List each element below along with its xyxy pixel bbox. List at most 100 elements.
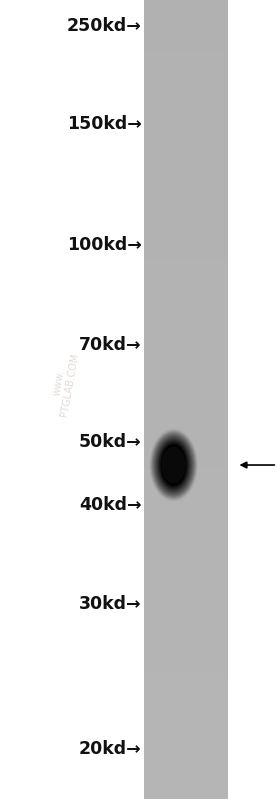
Bar (144, 240, 228, 249)
Bar (144, 519, 228, 529)
Text: www.
PTGLAB.COM: www. PTGLAB.COM (48, 350, 81, 417)
Bar (144, 789, 228, 799)
Ellipse shape (149, 428, 198, 502)
Ellipse shape (153, 434, 194, 496)
Ellipse shape (150, 430, 197, 500)
Bar (144, 340, 228, 350)
Bar (144, 559, 228, 569)
Ellipse shape (159, 441, 188, 489)
Bar (144, 0, 228, 799)
Bar (144, 749, 228, 759)
Bar (144, 20, 228, 30)
Bar (144, 499, 228, 510)
Ellipse shape (160, 443, 188, 487)
Bar (144, 230, 228, 240)
Bar (144, 60, 228, 70)
Bar (144, 569, 228, 579)
Bar (144, 260, 228, 270)
Bar (144, 400, 228, 409)
Bar (144, 510, 228, 519)
Ellipse shape (150, 429, 198, 501)
Ellipse shape (160, 443, 187, 487)
Ellipse shape (158, 439, 190, 491)
Ellipse shape (156, 438, 191, 492)
Ellipse shape (150, 430, 197, 500)
Bar (144, 190, 228, 200)
Ellipse shape (161, 444, 186, 486)
Bar (144, 430, 228, 439)
Bar (144, 270, 228, 280)
Bar (144, 769, 228, 779)
Ellipse shape (151, 431, 196, 499)
Bar (144, 479, 228, 489)
Bar (144, 439, 228, 449)
Ellipse shape (154, 435, 193, 495)
Bar (144, 120, 228, 129)
Bar (144, 609, 228, 619)
Ellipse shape (151, 431, 197, 499)
Bar (144, 639, 228, 649)
Ellipse shape (152, 432, 195, 498)
Ellipse shape (156, 437, 192, 493)
Bar (144, 550, 228, 559)
Ellipse shape (154, 435, 193, 495)
Bar (144, 220, 228, 230)
Bar (144, 449, 228, 459)
Bar (144, 170, 228, 180)
Bar (144, 719, 228, 729)
Bar (144, 659, 228, 670)
Ellipse shape (153, 433, 195, 497)
Text: 20kd→: 20kd→ (79, 741, 141, 758)
Text: 50kd→: 50kd→ (79, 433, 141, 451)
Ellipse shape (153, 434, 194, 496)
Bar (144, 300, 228, 309)
Bar (144, 529, 228, 539)
Ellipse shape (151, 431, 196, 499)
Bar (144, 40, 228, 50)
Text: 250kd→: 250kd→ (67, 17, 141, 34)
Ellipse shape (156, 438, 191, 492)
Bar (144, 320, 228, 329)
Bar (144, 130, 228, 140)
Bar (144, 469, 228, 479)
Text: 150kd→: 150kd→ (67, 115, 141, 133)
Bar (144, 579, 228, 590)
Bar (144, 110, 228, 120)
Bar (144, 729, 228, 739)
Bar (144, 80, 228, 90)
Ellipse shape (150, 429, 197, 501)
Bar (144, 150, 228, 160)
Bar (144, 200, 228, 209)
Bar (144, 369, 228, 380)
Bar (144, 350, 228, 360)
Bar (144, 310, 228, 320)
Ellipse shape (157, 439, 190, 491)
Bar (144, 689, 228, 699)
Bar (144, 759, 228, 769)
Bar (144, 380, 228, 390)
Ellipse shape (153, 433, 194, 497)
Ellipse shape (159, 442, 188, 488)
Ellipse shape (152, 432, 195, 498)
Ellipse shape (155, 435, 193, 495)
Bar (144, 390, 228, 400)
Ellipse shape (160, 443, 187, 487)
Bar (144, 160, 228, 170)
Bar (144, 679, 228, 689)
Bar (144, 590, 228, 599)
Ellipse shape (155, 436, 192, 494)
Bar (144, 100, 228, 109)
Ellipse shape (151, 431, 196, 499)
Bar (144, 710, 228, 719)
Bar (144, 30, 228, 40)
Bar (144, 539, 228, 550)
Ellipse shape (155, 436, 192, 494)
Text: 100kd→: 100kd→ (67, 237, 141, 254)
Bar (144, 699, 228, 710)
Bar (144, 779, 228, 789)
Bar (144, 0, 228, 10)
Text: 30kd→: 30kd→ (79, 595, 141, 613)
Ellipse shape (160, 443, 187, 487)
Bar (144, 619, 228, 630)
Bar (144, 210, 228, 220)
